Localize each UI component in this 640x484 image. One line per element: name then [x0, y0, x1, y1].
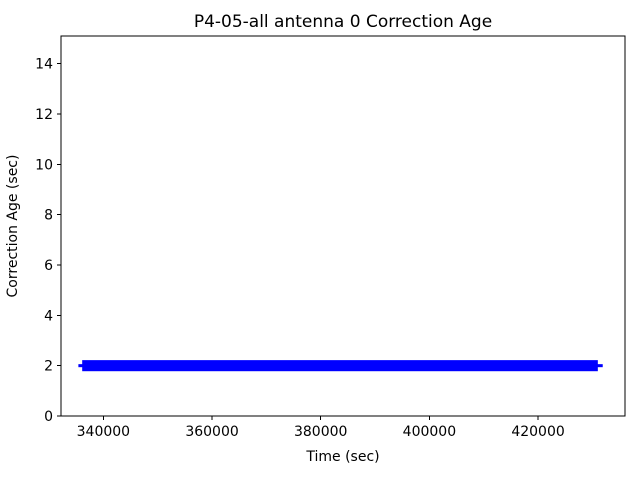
chart-title: P4-05-all antenna 0 Correction Age [194, 12, 492, 32]
data-series [78, 360, 603, 372]
y-tick-label: 6 [44, 258, 53, 274]
x-tick-label: 340000 [77, 424, 130, 440]
axes-border [60, 35, 626, 417]
x-axis-ticks: 340000 360000 380000 400000 420000 [77, 416, 565, 440]
x-tick-label: 360000 [185, 424, 238, 440]
y-axis-label: Correction Age (sec) [5, 155, 21, 298]
data-band-segment [82, 360, 598, 372]
x-tick-label: 400000 [403, 424, 456, 440]
y-tick-label: 2 [44, 359, 53, 375]
x-axis-label: Time (sec) [305, 449, 379, 465]
y-axis-ticks: 0 2 4 6 8 10 12 14 [35, 57, 61, 425]
y-tick-label: 14 [35, 57, 53, 73]
y-tick-label: 10 [35, 157, 53, 173]
y-tick-label: 12 [35, 107, 53, 123]
y-tick-label: 8 [44, 208, 53, 224]
y-tick-label: 0 [44, 409, 53, 425]
y-tick-label: 4 [44, 308, 53, 324]
x-tick-label: 380000 [294, 424, 347, 440]
x-tick-label: 420000 [511, 424, 564, 440]
